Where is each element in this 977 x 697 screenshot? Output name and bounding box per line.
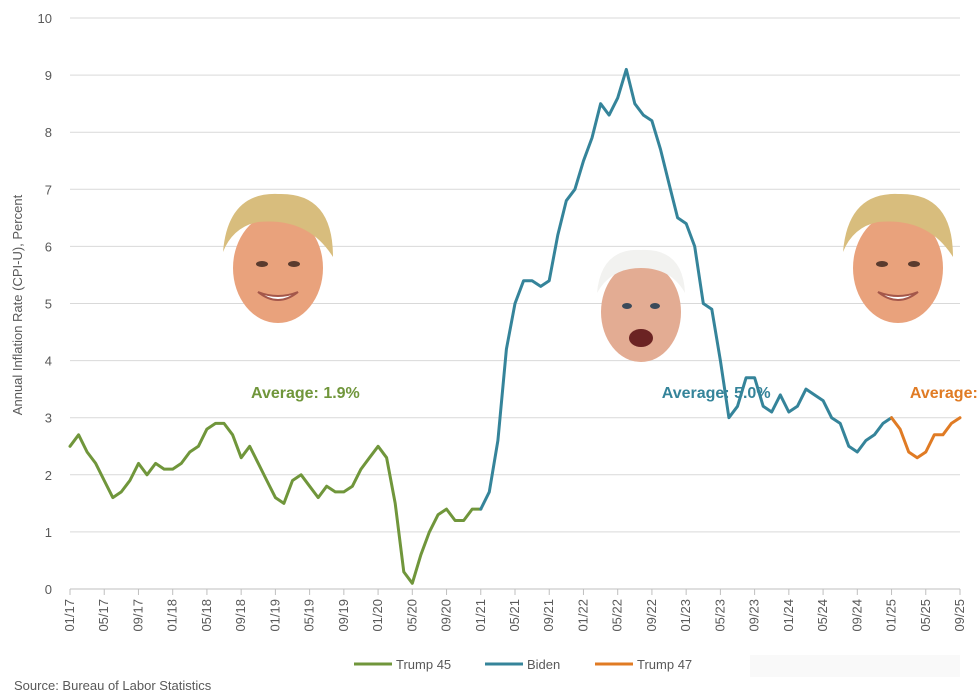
biden-portrait bbox=[597, 249, 685, 362]
source-note: Source: Bureau of Labor Statistics bbox=[14, 678, 212, 693]
x-tick-label: 09/25 bbox=[952, 599, 967, 632]
x-tick-label: 09/23 bbox=[747, 599, 762, 632]
series-line-biden bbox=[479, 67, 893, 511]
x-tick-label: 09/20 bbox=[439, 599, 454, 632]
x-tick-label: 09/21 bbox=[541, 599, 556, 632]
x-tick-label: 05/21 bbox=[507, 599, 522, 632]
x-tick-label: 01/24 bbox=[781, 599, 796, 632]
y-axis-ticks: 0 1 2 3 4 5 6 7 8 9 10 bbox=[38, 11, 52, 597]
x-tick-label: 05/22 bbox=[610, 599, 625, 632]
x-tick-label: 05/25 bbox=[918, 599, 933, 632]
y-tick-label: 9 bbox=[45, 68, 52, 83]
y-tick-label: 4 bbox=[45, 354, 52, 369]
x-tick-label: 05/18 bbox=[199, 599, 214, 632]
trump-portrait bbox=[843, 193, 953, 323]
y-tick-label: 1 bbox=[45, 525, 52, 540]
x-tick-label: 05/17 bbox=[96, 599, 111, 632]
y-tick-label: 10 bbox=[38, 11, 52, 26]
x-tick-label: 01/21 bbox=[473, 599, 488, 632]
y-tick-label: 5 bbox=[45, 297, 52, 312]
average-annotations: Average: 1.9% Average: 5.0% Average: 2.7% bbox=[251, 385, 977, 402]
y-tick-label: 8 bbox=[45, 125, 52, 140]
x-tick-label: 05/19 bbox=[302, 599, 317, 632]
x-tick-label: 09/22 bbox=[644, 599, 659, 632]
x-tick-label: 01/22 bbox=[575, 599, 590, 632]
x-tick-label: 09/17 bbox=[130, 599, 145, 632]
x-tick-label: 09/24 bbox=[849, 599, 864, 632]
series-line-trump45 bbox=[68, 421, 483, 585]
x-tick-label: 01/20 bbox=[370, 599, 385, 632]
y-tick-label: 3 bbox=[45, 411, 52, 426]
y-tick-label: 6 bbox=[45, 239, 52, 254]
series-line-trump47 bbox=[890, 416, 962, 460]
x-tick-label: 09/18 bbox=[233, 599, 248, 632]
x-tick-label: 01/18 bbox=[165, 599, 180, 632]
x-tick-label: 05/23 bbox=[712, 599, 727, 632]
legend-label-trump45: Trump 45 bbox=[396, 657, 451, 672]
x-tick-label: 05/24 bbox=[815, 599, 830, 632]
x-tick-label: 01/17 bbox=[62, 599, 77, 632]
watermark bbox=[750, 655, 960, 677]
y-tick-label: 7 bbox=[45, 182, 52, 197]
x-axis-ticks: 01/17 05/17 09/17 01/18 05/18 09/18 01/19 05/19… bbox=[62, 589, 967, 632]
legend-label-trump47: Trump 47 bbox=[637, 657, 692, 672]
average-label: Average: 1.9% bbox=[251, 385, 360, 402]
y-tick-label: 0 bbox=[45, 582, 52, 597]
average-label: Average: 5.0% bbox=[662, 385, 771, 402]
average-label: Average: 2.7% bbox=[910, 385, 977, 402]
series-lines bbox=[68, 67, 962, 585]
x-tick-label: 01/19 bbox=[267, 599, 282, 632]
x-tick-label: 09/19 bbox=[336, 599, 351, 632]
x-tick-label: 01/25 bbox=[884, 599, 899, 632]
y-axis-label: Annual Inflation Rate (CPI-U), Percent bbox=[10, 194, 25, 415]
legend-label-biden: Biden bbox=[527, 657, 560, 672]
x-tick-label: 01/23 bbox=[678, 599, 693, 632]
y-tick-label: 2 bbox=[45, 468, 52, 483]
x-tick-label: 05/20 bbox=[404, 599, 419, 632]
legend: Trump 45 Biden Trump 47 bbox=[354, 657, 692, 672]
trump-portrait bbox=[223, 193, 333, 323]
portraits bbox=[223, 193, 953, 362]
